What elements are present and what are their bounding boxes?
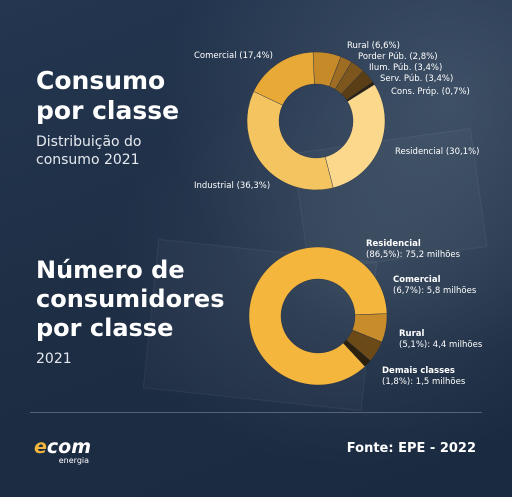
logo-wordmark: ecom	[34, 438, 91, 457]
title-line: por classe	[36, 96, 180, 125]
logo-letter-e: e	[34, 436, 47, 458]
source-note: Fonte: EPE - 2022	[346, 441, 476, 456]
consumidores-subtitle: 2021	[36, 351, 72, 369]
slice-label-rural-name: Rural	[399, 329, 425, 339]
slice-label-comercial: Comercial (17,4%)	[194, 51, 273, 61]
title-line: por classe	[36, 313, 174, 342]
title-line: consumidores	[36, 284, 225, 313]
slice-label-residencial: Residencial (30,1%)	[395, 147, 480, 157]
slice-label-porder-pub: Porder Púb. (2,8%)	[358, 52, 438, 62]
donut-slice-demais-classes	[342, 339, 371, 367]
consumo-subtitle: Distribuição do consumo 2021	[36, 134, 142, 169]
footer-divider	[30, 412, 482, 413]
slice-label-comercial-detail: (6,7%): 5,8 milhões	[393, 286, 477, 296]
slice-label-demais-classes-name: Demais classes	[382, 366, 455, 376]
donut-slice-cons-prop	[346, 81, 375, 102]
consumidores-donut-chart	[248, 246, 388, 386]
donut-slice-residencial	[324, 84, 386, 189]
slice-label-ilum-pub: Ilum. Púb. (3,4%)	[369, 63, 442, 73]
donut-slice-residencial	[248, 246, 388, 386]
slice-label-industrial: Industrial (36,3%)	[194, 181, 270, 191]
consumo-donut-chart	[246, 51, 386, 191]
slice-label-rural-detail: (5,1%): 4,4 milhões	[399, 340, 483, 350]
subtitle-line: consumo 2021	[36, 151, 140, 168]
consumidores-title: Número de consumidores por classe	[36, 256, 224, 342]
subtitle-line: Distribuição do	[36, 134, 142, 150]
slice-label-residencial-name: Residencial	[366, 239, 421, 249]
subtitle-line: 2021	[36, 351, 72, 367]
consumo-title: Consumo por classe	[36, 66, 179, 126]
slice-label-cons-prop: Cons. Próp. (0,7%)	[391, 86, 470, 97]
slice-label-demais-classes-detail: (1,8%): 1,5 milhões	[382, 377, 466, 387]
slice-label-serv-pub: Serv. Púb. (3,4%)	[380, 74, 453, 84]
ecom-energia-logo: ecom energia	[34, 438, 91, 466]
slice-label-residencial-detail: (86,5%): 75,2 milhões	[366, 250, 461, 260]
donut-slice-industrial	[246, 91, 334, 191]
title-line: Consumo	[36, 66, 166, 95]
slice-label-comercial-name: Comercial	[393, 275, 441, 285]
title-line: Número de	[36, 256, 185, 284]
logo-subtext: energia	[58, 456, 90, 465]
logo-text: com	[46, 436, 92, 458]
slice-label-rural: Rural (6,6%)	[347, 41, 400, 51]
